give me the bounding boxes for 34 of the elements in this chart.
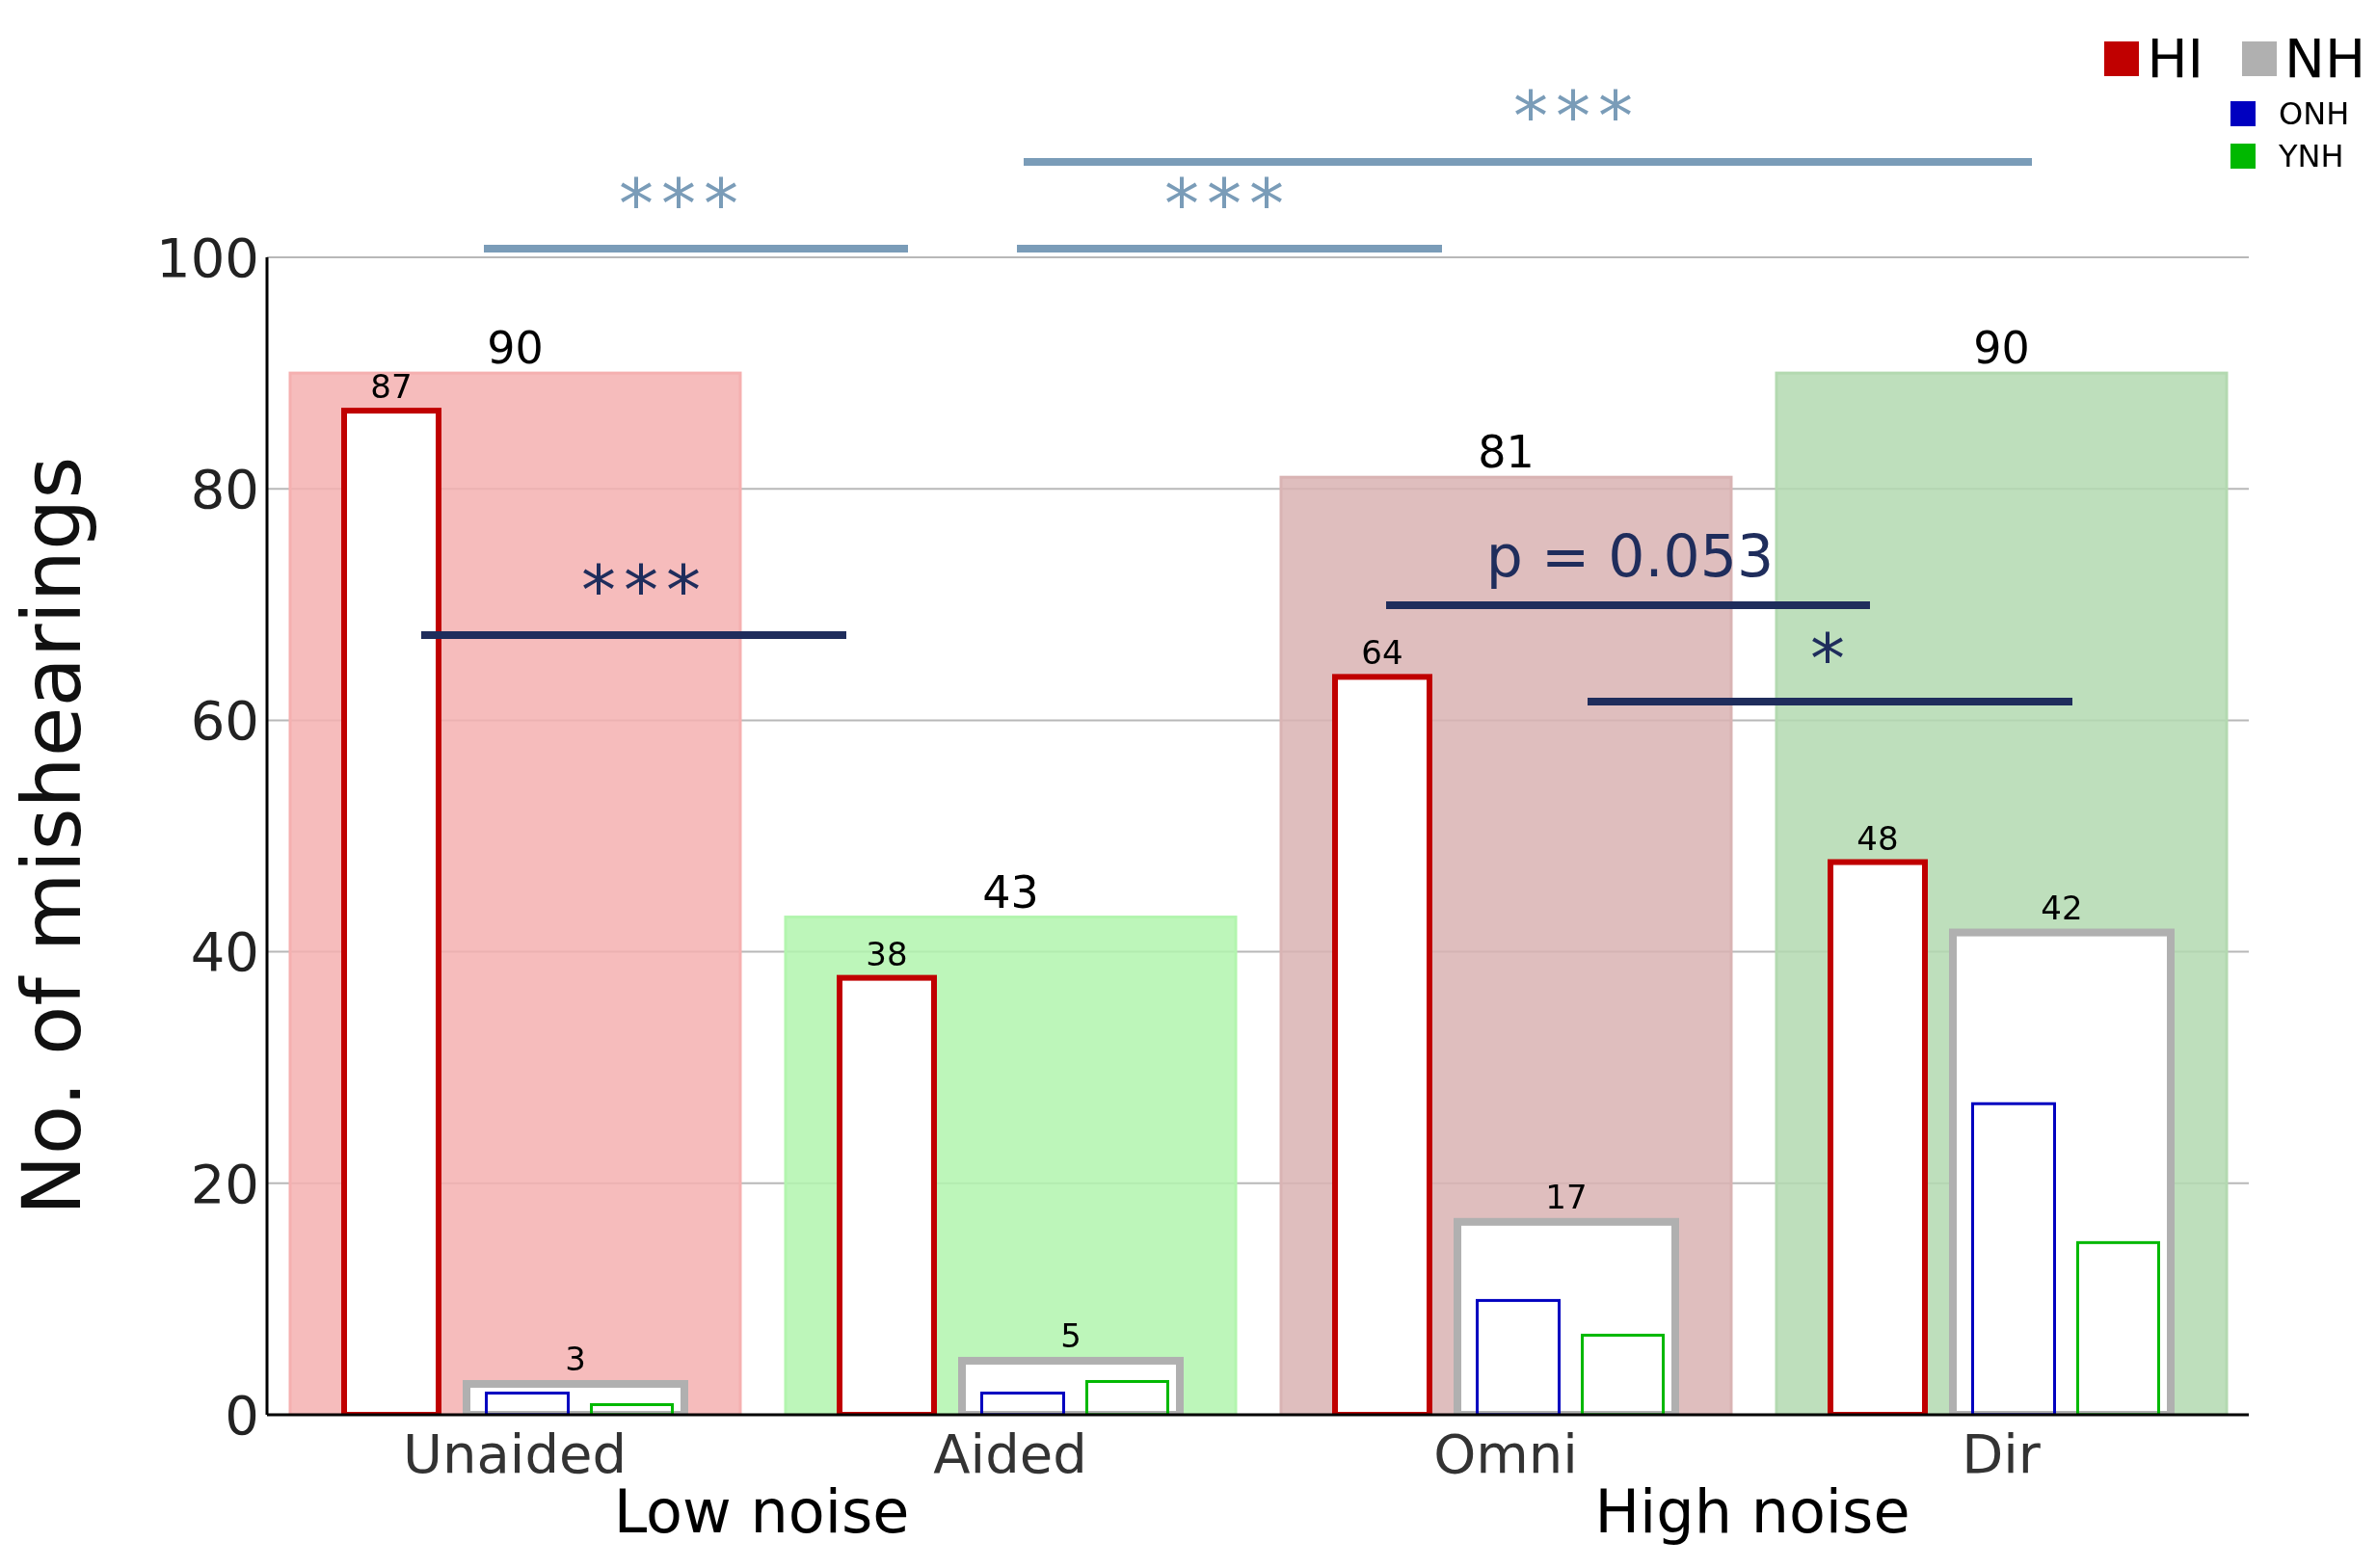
data-label: 3 xyxy=(565,1339,586,1378)
y-tick-label: 40 xyxy=(190,920,259,984)
y-tick-label: 60 xyxy=(190,689,259,753)
data-label: 90 xyxy=(487,322,544,375)
y-tick-label: 80 xyxy=(190,458,259,521)
data-label: 87 xyxy=(370,367,413,407)
legend-label: YNH xyxy=(2278,138,2345,174)
annotation: * xyxy=(1810,618,1853,699)
bar xyxy=(1971,1102,2056,1415)
text: *** xyxy=(619,163,746,244)
legend-label: ONH xyxy=(2278,95,2351,132)
legend-label: NH xyxy=(2284,27,2365,90)
data-label: 48 xyxy=(1856,818,1899,858)
data-label: 5 xyxy=(1060,1316,1082,1355)
data-label: 64 xyxy=(1361,633,1403,673)
annotation: p = 0.053 xyxy=(1485,522,1775,590)
data-label: 81 xyxy=(1478,426,1535,479)
data-label: 90 xyxy=(1973,322,2030,375)
y-tick-label: 20 xyxy=(190,1152,259,1215)
y-tick-label: 0 xyxy=(225,1383,259,1447)
text: *** xyxy=(1513,75,1641,156)
text: High noise xyxy=(1594,1476,1910,1547)
data-label: 43 xyxy=(982,865,1039,918)
data-label: 17 xyxy=(1545,1177,1588,1216)
legend-label: HI xyxy=(2146,27,2203,90)
data-label: 42 xyxy=(2041,888,2083,927)
data-label: 38 xyxy=(866,934,908,973)
y-axis-title: No. of mishearings xyxy=(4,456,99,1216)
x-tick-label: Dir xyxy=(1962,1422,2042,1485)
annotation: *** xyxy=(581,549,708,630)
text: *** xyxy=(1164,163,1292,244)
y-tick-label: 100 xyxy=(156,226,259,289)
x-tick-label: Aided xyxy=(933,1422,1087,1485)
x-tick-label: Omni xyxy=(1433,1422,1578,1485)
